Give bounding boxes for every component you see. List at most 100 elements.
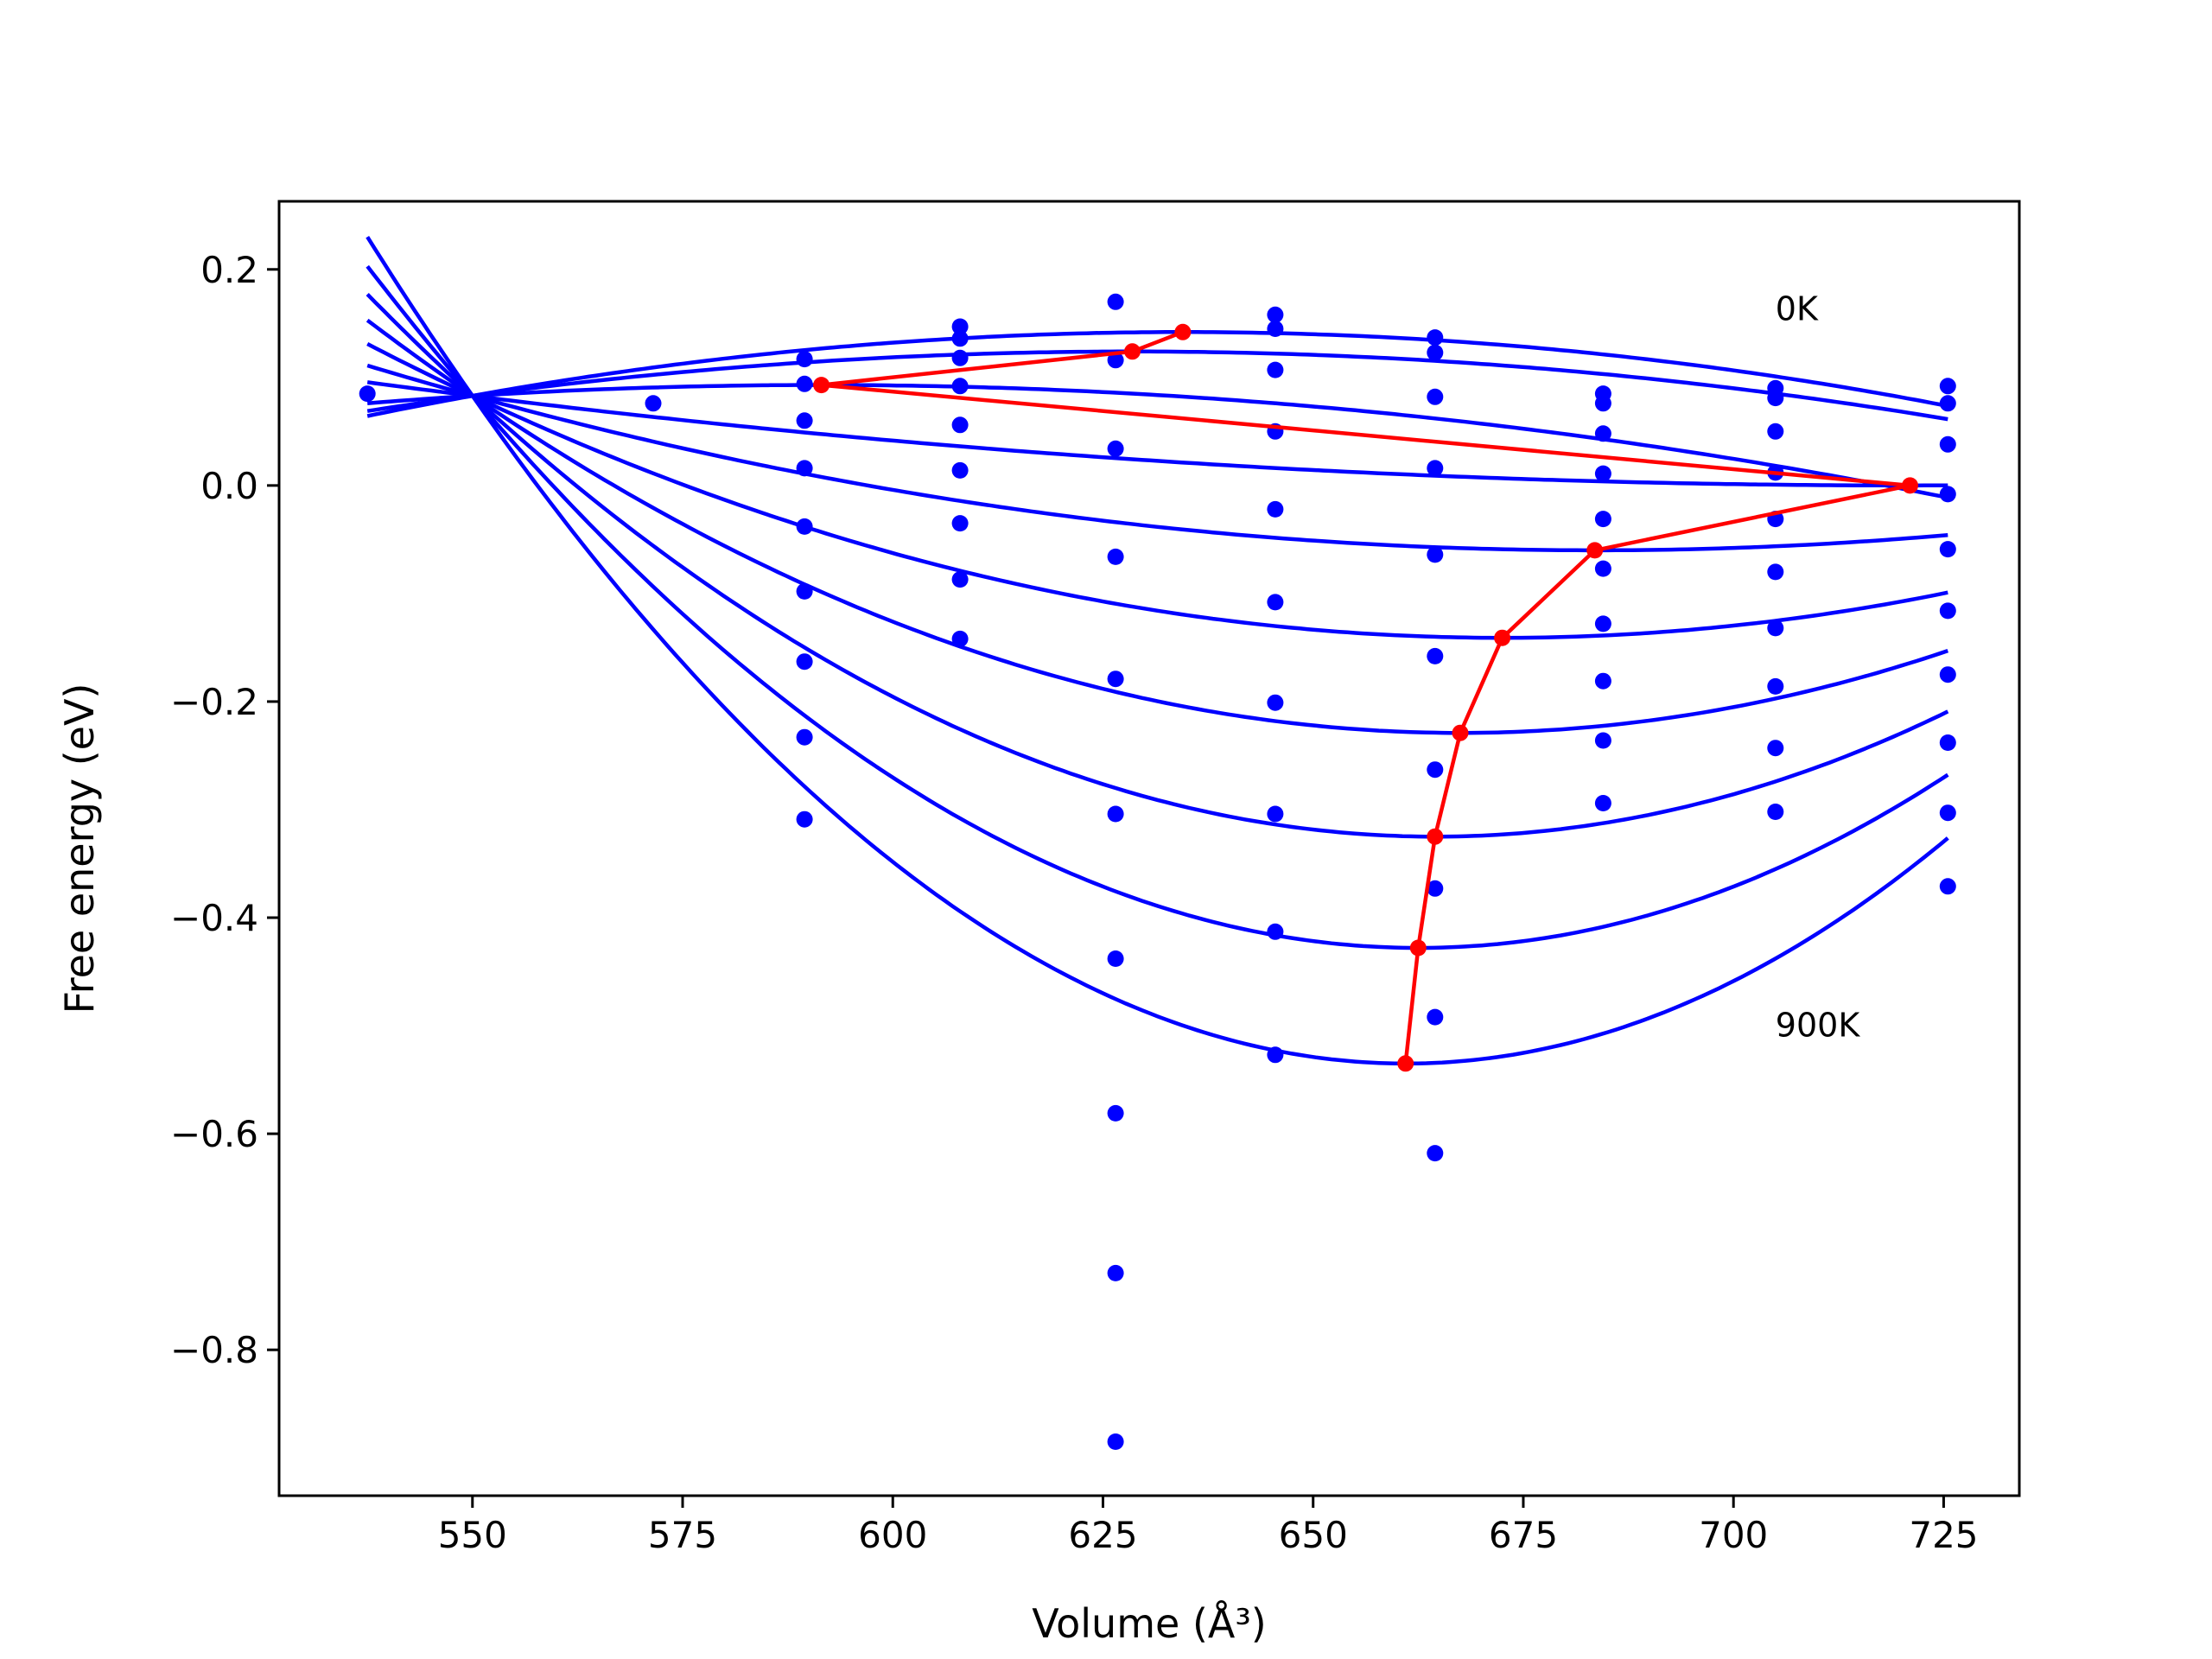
x-tick-label-575: 575 [648,1514,717,1556]
data-point-47 [1427,880,1444,897]
data-point-79 [1939,878,1956,895]
data-point-48 [1427,1008,1444,1026]
data-point-26 [1107,950,1124,967]
fitted-curve-3 [366,380,1948,488]
data-point-15 [951,416,969,434]
data-point-39 [1267,1046,1284,1064]
data-point-65 [1767,563,1784,581]
data-point-59 [1594,795,1611,811]
data-point-32 [1267,361,1284,378]
fitted-curve-8 [365,264,1949,950]
data-point-6 [796,518,813,535]
data-point-52 [1594,425,1611,442]
data-point-44 [1427,546,1444,563]
minimum-point-0 [1174,323,1192,340]
x-tick-label-550: 550 [438,1514,507,1556]
x-tick-label-600: 600 [858,1514,927,1556]
data-point-17 [951,515,969,532]
data-point-78 [1939,804,1956,822]
data-point-70 [1939,378,1956,395]
y-tick-label-3: −0.2 [170,681,258,723]
data-point-73 [1939,486,1956,503]
data-point-45 [1427,647,1444,664]
fitted-curve-9 [365,236,1949,1066]
data-point-55 [1594,560,1611,577]
data-point-19 [951,630,969,647]
fitted-curve-1 [366,349,1948,422]
y-tick-label-5: 0.2 [200,249,258,291]
minimum-point-1 [1124,343,1141,360]
annotation-900k: 900K [1776,1007,1861,1045]
data-point-72 [1939,435,1956,453]
data-point-61 [1767,390,1784,407]
data-point-62 [1767,423,1784,440]
data-point-38 [1267,923,1284,940]
data-point-35 [1267,594,1284,611]
data-point-5 [796,460,813,477]
data-point-22 [1107,440,1124,457]
plot-frame [277,200,2021,1497]
data-point-18 [951,571,969,588]
y-tick-label-0: −0.8 [170,1329,258,1371]
y-axis-title: Free energy (eV) [56,683,103,1014]
data-point-16 [951,461,969,479]
data-point-13 [951,349,969,366]
data-point-77 [1939,734,1956,751]
data-point-1 [645,395,662,412]
minimum-point-6 [1452,724,1469,741]
data-point-66 [1767,620,1784,637]
data-point-75 [1939,602,1956,620]
x-axis-title: Volume (Å³) [1032,1600,1267,1647]
data-point-29 [1107,1433,1124,1450]
fitted-curve-4 [366,363,1948,553]
data-point-9 [796,728,813,746]
annotation-0k: 0K [1776,290,1819,328]
data-point-36 [1267,694,1284,711]
minima-line [821,330,1910,1065]
data-point-56 [1594,615,1611,632]
data-point-54 [1594,511,1611,528]
data-point-21 [1107,352,1124,369]
data-point-53 [1594,465,1611,482]
data-point-69 [1767,804,1784,820]
y-tick-label-1: −0.6 [170,1113,258,1155]
data-point-14 [951,378,969,395]
data-point-20 [1107,293,1124,310]
minimum-point-9 [1397,1055,1414,1072]
data-point-67 [1767,677,1784,695]
data-point-68 [1767,740,1784,757]
y-tick-label-2: −0.4 [170,897,258,939]
data-point-76 [1939,666,1956,683]
fitted-curve-5 [366,342,1948,640]
data-point-57 [1594,672,1611,690]
y-axis-ticks: −0.8 −0.6 −0.4 −0.2 0.0 0.2 [170,249,279,1371]
data-point-28 [1107,1264,1124,1281]
data-point-71 [1939,395,1956,412]
fitted-curve-0 [366,330,1948,418]
data-point-3 [796,375,813,392]
fitted-curves [365,236,1949,1066]
data-point-40 [1427,329,1444,346]
minimum-point-5 [1494,629,1511,646]
data-point-27 [1107,1104,1124,1122]
data-point-37 [1267,805,1284,823]
fitted-curve-2 [367,383,1948,500]
data-point-74 [1939,541,1956,558]
data-point-31 [1267,321,1284,337]
x-tick-label-675: 675 [1489,1514,1558,1556]
data-point-0 [359,385,376,403]
data-point-51 [1594,395,1611,412]
data-point-58 [1594,732,1611,749]
data-point-41 [1427,344,1444,361]
minimum-point-8 [1409,939,1427,957]
data-point-4 [796,412,813,429]
data-point-42 [1427,388,1444,405]
x-tick-label-700: 700 [1699,1514,1768,1556]
data-point-7 [796,582,813,600]
data-point-34 [1267,500,1284,518]
data-point-43 [1427,460,1444,477]
minimum-point-2 [813,377,830,394]
data-point-30 [1267,306,1284,323]
data-point-2 [796,351,813,368]
